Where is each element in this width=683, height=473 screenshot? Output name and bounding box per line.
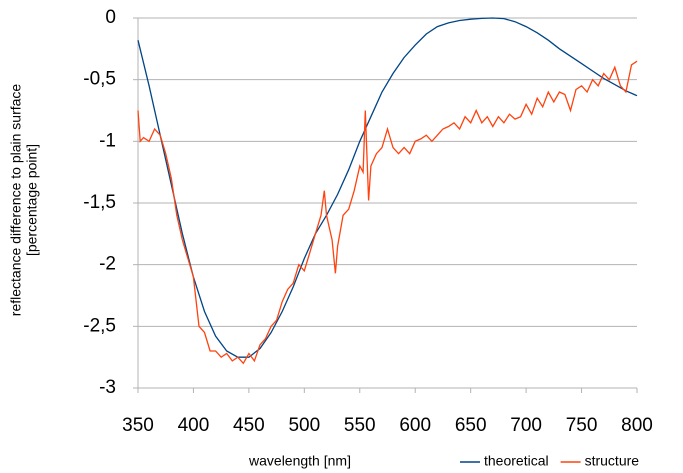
x-tick-label: 500 <box>288 415 320 436</box>
y-tick-label: -1,5 <box>83 192 116 213</box>
series-line <box>137 60 638 365</box>
x-tick-label: 700 <box>510 415 542 436</box>
y-tick-label: -2,5 <box>83 315 116 336</box>
series-line <box>137 17 638 358</box>
x-tick-label: 350 <box>122 415 154 436</box>
x-tick-label: 450 <box>233 415 265 436</box>
y-tick-label: -0,5 <box>83 69 116 90</box>
y-axis-label: reflectance difference to plain surface <box>8 84 24 317</box>
y-tick-label: 0 <box>105 7 116 28</box>
x-axis-label: wavelength [nm] <box>248 453 351 469</box>
y-tick-label: -3 <box>99 377 116 398</box>
x-tick-label: 400 <box>178 415 210 436</box>
legend-label: structure <box>585 453 640 469</box>
x-tick-label: 800 <box>621 415 653 436</box>
legend-label: theoretical <box>484 453 549 469</box>
x-tick-label: 600 <box>399 415 431 436</box>
x-tick-label: 750 <box>566 415 598 436</box>
x-tick-label: 550 <box>344 415 376 436</box>
y-axis-label: [percentage point] <box>24 144 40 256</box>
y-tick-label: -2 <box>99 254 116 275</box>
y-tick-label: -1 <box>99 130 116 151</box>
x-tick-label: 650 <box>455 415 487 436</box>
